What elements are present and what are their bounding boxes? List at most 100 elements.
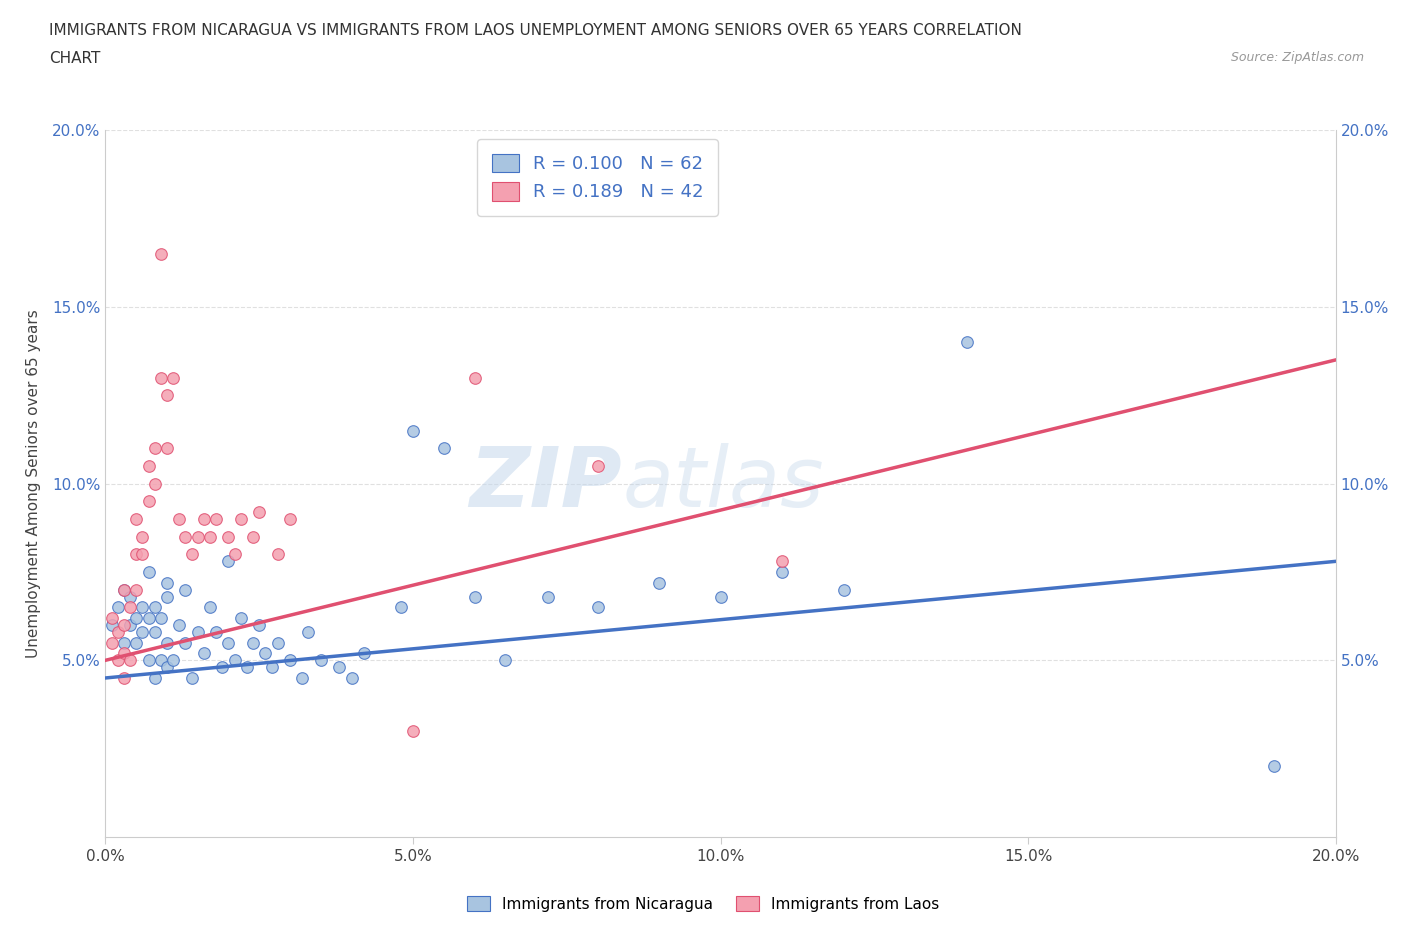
Point [138,565,160,579]
Point [149,610,172,625]
Text: CHART: CHART [49,51,101,66]
Text: atlas: atlas [621,443,824,525]
Point [149,246,172,261]
Point [120,653,141,668]
Point [464,590,486,604]
Point [242,635,264,650]
Point [211,660,233,675]
Point [120,590,141,604]
Point [537,590,560,604]
Point [138,653,160,668]
Point [229,610,252,625]
Point [242,529,264,544]
Point [494,653,516,668]
Point [138,494,160,509]
Point [143,441,166,456]
Point [156,388,179,403]
Point [131,625,153,640]
Point [156,575,179,590]
Point [193,645,215,660]
Point [218,554,240,569]
Point [180,671,202,685]
Point [174,582,197,597]
Point [143,625,166,640]
Point [180,547,202,562]
Point [832,582,855,597]
Point [112,635,135,650]
Point [353,645,375,660]
Point [236,660,259,675]
Point [112,582,135,597]
Point [340,671,363,685]
Point [149,370,172,385]
Point [770,554,793,569]
Point [224,653,246,668]
Point [162,653,184,668]
Point [187,529,209,544]
Point [389,600,412,615]
Point [120,618,141,632]
Point [328,660,350,675]
Legend: Immigrants from Nicaragua, Immigrants from Laos: Immigrants from Nicaragua, Immigrants fr… [461,889,945,918]
Point [156,660,179,675]
Text: IMMIGRANTS FROM NICARAGUA VS IMMIGRANTS FROM LAOS UNEMPLOYMENT AMONG SENIORS OVE: IMMIGRANTS FROM NICARAGUA VS IMMIGRANTS … [49,23,1022,38]
Point [402,423,425,438]
Y-axis label: Unemployment Among Seniors over 65 years: Unemployment Among Seniors over 65 years [27,310,41,658]
Point [247,504,270,519]
Text: Source: ZipAtlas.com: Source: ZipAtlas.com [1230,51,1364,64]
Point [267,547,290,562]
Point [586,458,609,473]
Point [169,618,191,632]
Point [125,610,148,625]
Legend: R = 0.100   N = 62, R = 0.189   N = 42: R = 0.100 N = 62, R = 0.189 N = 42 [477,140,718,216]
Point [254,645,277,660]
Point [112,582,135,597]
Point [205,512,228,526]
Point [107,625,129,640]
Point [174,529,197,544]
Point [229,512,252,526]
Point [402,724,425,738]
Point [267,635,290,650]
Point [131,600,153,615]
Point [131,547,153,562]
Point [125,547,148,562]
Point [433,441,456,456]
Point [162,370,184,385]
Point [138,610,160,625]
Point [464,370,486,385]
Point [648,575,671,590]
Point [1263,759,1285,774]
Point [100,635,122,650]
Point [278,512,301,526]
Point [174,635,197,650]
Point [143,600,166,615]
Point [112,671,135,685]
Point [112,618,135,632]
Point [956,335,979,350]
Point [112,645,135,660]
Point [120,600,141,615]
Point [198,529,221,544]
Point [156,441,179,456]
Text: ZIP: ZIP [470,443,621,525]
Point [125,582,148,597]
Point [131,529,153,544]
Point [291,671,314,685]
Point [125,512,148,526]
Point [143,671,166,685]
Point [193,512,215,526]
Point [198,600,221,615]
Point [218,635,240,650]
Point [710,590,733,604]
Point [125,635,148,650]
Point [218,529,240,544]
Point [138,458,160,473]
Point [156,635,179,650]
Point [224,547,246,562]
Point [149,653,172,668]
Point [205,625,228,640]
Point [107,600,129,615]
Point [107,653,129,668]
Point [278,653,301,668]
